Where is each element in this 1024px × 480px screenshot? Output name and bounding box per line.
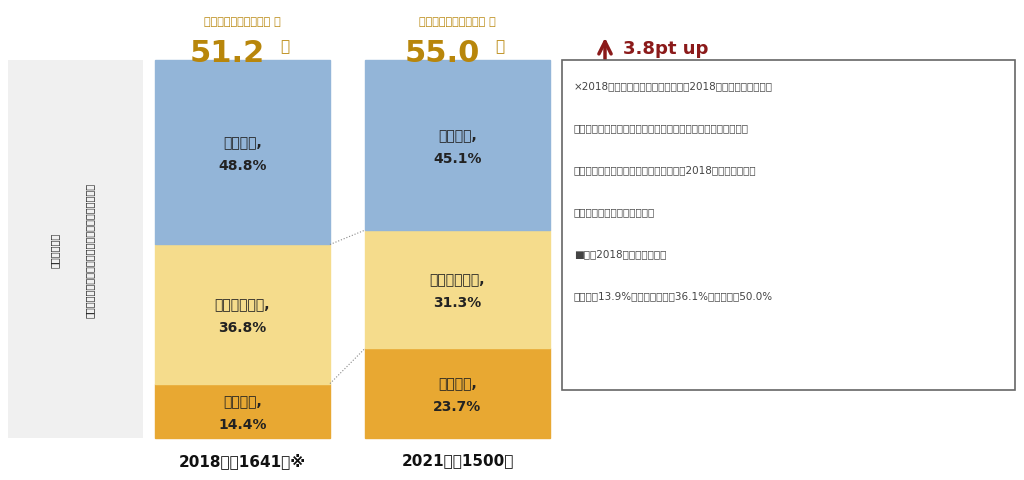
Text: バック処理を行い数値の再集計を実施。2018年調査時の数値: バック処理を行い数値の再集計を実施。2018年調査時の数値 [574,165,757,175]
Text: は公表済の数値とは異なる。: は公表済の数値とは異なる。 [574,206,655,216]
Text: 36.8%: 36.8% [218,320,266,334]
Bar [365,60,550,230]
Text: 51.2: 51.2 [189,39,265,68]
Text: 全面容認,: 全面容認, [438,376,477,390]
Text: 全面禁止,: 全面禁止, [438,129,477,143]
Bar [155,384,330,438]
Text: 条件付き容認,: 条件付き容認, [215,298,270,312]
Bar [155,61,330,245]
Bar [8,61,143,438]
Text: ％: ％ [280,39,289,54]
Text: 全面禁止,: 全面禁止, [223,136,262,150]
Text: 55.0: 55.0 [404,39,480,68]
Text: ％: ％ [495,39,504,54]
Text: 全面容認13.9%、条件付き容認36.1%、全面禁止50.0%: 全面容認13.9%、条件付き容認36.1%、全面禁止50.0% [574,290,773,300]
Text: 48.8%: 48.8% [218,159,266,173]
Text: ×2018年調査結果と比較する上で、2018年時のデータを今回: ×2018年調査結果と比較する上で、2018年時のデータを今回 [574,81,773,91]
Text: の調査の業界、企業規模の構成比に合わせて補正するウェイト: の調査の業界、企業規模の構成比に合わせて補正するウェイト [574,123,749,133]
Text: 2021年（1500）: 2021年（1500） [401,452,514,467]
Text: 23.7%: 23.7% [433,399,481,413]
Text: 31.3%: 31.3% [433,296,481,310]
Text: 条件付き容認,: 条件付き容認, [430,273,485,287]
Bar [365,230,550,348]
Text: 3.8pt up: 3.8pt up [623,40,709,58]
Text: 全面容認,: 全面容認, [223,394,262,408]
Text: ■以下2018年公表済み数値: ■以下2018年公表済み数値 [574,249,667,258]
Text: 45.1%: 45.1% [433,152,481,166]
Text: 2018年（1641）※: 2018年（1641）※ [179,452,306,468]
Text: 14.4%: 14.4% [218,417,266,431]
Bar [155,245,330,384]
Text: 全面容認・条件付容認 計: 全面容認・条件付容認 計 [419,17,496,27]
Text: 業界、企業規模の構成比が同一になるよう補正した: 業界、企業規模の構成比が同一になるよう補正した [85,182,95,317]
Bar [365,348,550,438]
Text: 数値で、比較: 数値で、比較 [50,232,60,267]
FancyBboxPatch shape [562,61,1015,390]
Text: 全面容認・条件付容認 計: 全面容認・条件付容認 計 [204,17,281,27]
